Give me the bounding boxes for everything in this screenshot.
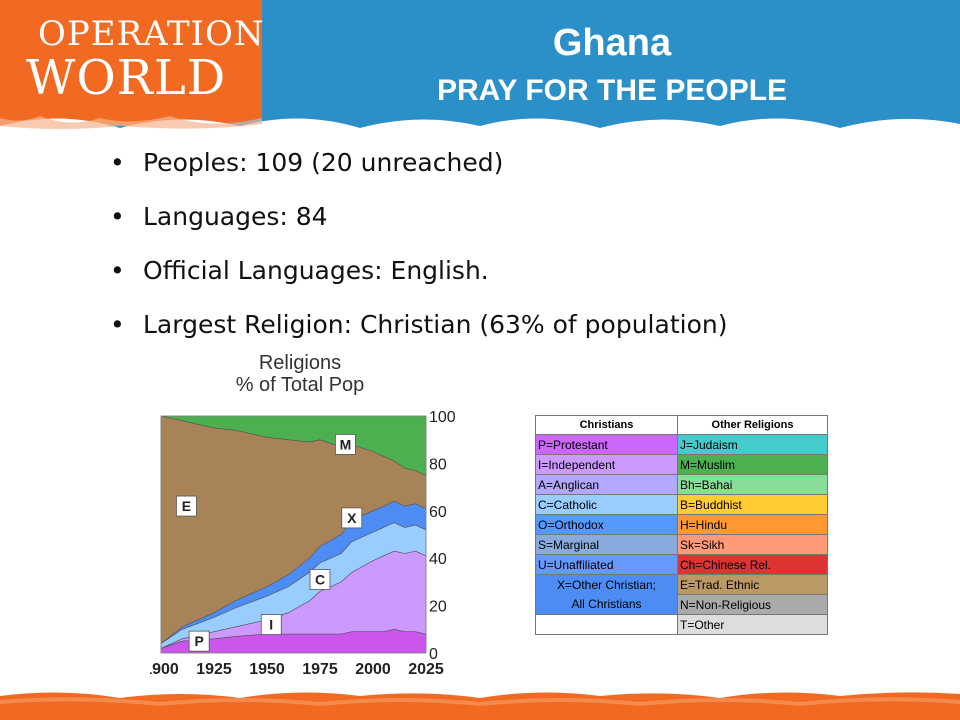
header-banner: OPERATION WORLD Ghana PRAY FOR THE PEOPL… xyxy=(0,0,960,140)
footer-banner xyxy=(0,692,960,720)
legend-christian-cell xyxy=(535,614,678,635)
label-box-I xyxy=(260,614,282,635)
xtick-label: 1975 xyxy=(302,661,338,678)
legend-row: U=Unaffiliated Ch=Chinese Rel. xyxy=(535,554,828,575)
legend-other-cell: Sk=Sikh xyxy=(677,534,828,555)
legend-christian-cell: O=Orthodox xyxy=(535,514,678,535)
fact-peoples: Peoples: 109 (20 unreached) xyxy=(110,146,727,200)
label-box-C xyxy=(309,569,331,590)
fact-languages: Languages: 84 xyxy=(110,200,727,254)
religions-area-chart: Religions % of Total Pop M E X C I P 0 20 40 60 8… xyxy=(150,352,456,678)
legend-other-cell: Bh=Bahai xyxy=(677,474,828,495)
label-X: X xyxy=(347,510,357,526)
legend-other-cell: N=Non-Religious xyxy=(677,594,828,615)
header-background xyxy=(0,0,960,140)
label-E: E xyxy=(182,498,191,514)
label-box-X xyxy=(341,507,363,529)
ytick-label: 60 xyxy=(429,504,447,521)
xtick-label: 1900 xyxy=(150,661,179,678)
legend-christian-cell: C=Catholic xyxy=(535,494,678,515)
ytick-label: 20 xyxy=(429,599,447,616)
label-P: P xyxy=(194,633,203,649)
legend-other-cell: M=Muslim xyxy=(677,454,828,475)
chart-x-axis: 1900 1925 1950 1975 2000 2025 xyxy=(150,661,444,678)
legend-row: X=Other Christian; E=Trad. Ethnic xyxy=(535,574,828,595)
legend-row: All Christians N=Non-Religious xyxy=(535,594,828,615)
chart-areas xyxy=(160,415,427,654)
legend-other-cell: Ch=Chinese Rel. xyxy=(677,554,828,575)
legend-christian-cell: S=Marginal xyxy=(535,534,678,555)
facts-list: Peoples: 109 (20 unreached) Languages: 8… xyxy=(110,146,727,362)
page-subtitle: PRAY FOR THE PEOPLE xyxy=(436,74,788,107)
xtick-label: 2025 xyxy=(408,661,444,678)
legend-christian-cell: A=Anglican xyxy=(535,474,678,495)
label-box-E xyxy=(176,495,197,517)
religion-legend-table: Christians Other Religions P=Protestant J… xyxy=(535,415,828,635)
legend-christian-cell: X=Other Christian; xyxy=(535,574,678,595)
fact-official-languages: Official Languages: English. xyxy=(110,254,727,308)
legend-other-cell: H=Hindu xyxy=(677,514,828,535)
legend-header-other: Other Religions xyxy=(677,415,828,435)
legend-christian-cell: I=Independent xyxy=(535,454,678,475)
ytick-label: 0 xyxy=(429,646,438,663)
ytick-label: 100 xyxy=(429,409,456,426)
legend-row: O=Orthodox H=Hindu xyxy=(535,514,828,535)
legend-christian-cell: P=Protestant xyxy=(535,434,678,455)
chart-series-labels: M E X C I P xyxy=(176,434,363,652)
plot-frame xyxy=(160,415,427,654)
label-M: M xyxy=(340,436,352,452)
xtick-label: 2000 xyxy=(355,661,391,678)
fact-largest-religion: Largest Religion: Christian (63% of popu… xyxy=(110,308,727,362)
label-C: C xyxy=(315,572,325,588)
legend-other-cell: B=Buddhist xyxy=(677,494,828,515)
legend-header-christians: Christians xyxy=(535,415,678,435)
xtick-label: 1950 xyxy=(249,661,285,678)
ytick-label: 40 xyxy=(429,551,447,568)
legend-row: A=Anglican Bh=Bahai xyxy=(535,474,828,495)
ytick-label: 80 xyxy=(429,456,447,473)
legend-row: C=Catholic B=Buddhist xyxy=(535,494,828,515)
legend-christian-cell: All Christians xyxy=(535,594,678,615)
legend-row: I=Independent M=Muslim xyxy=(535,454,828,475)
legend-row: S=Marginal Sk=Sikh xyxy=(535,534,828,555)
xtick-label: 1925 xyxy=(196,661,232,678)
legend-christian-cell: U=Unaffiliated xyxy=(535,554,678,575)
legend-other-cell: J=Judaism xyxy=(677,434,828,455)
legend-other-cell: E=Trad. Ethnic xyxy=(677,574,828,595)
page-title: Ghana xyxy=(552,22,672,64)
label-I: I xyxy=(269,617,273,633)
logo-world: WORLD xyxy=(26,50,227,106)
legend-row: T=Other xyxy=(535,614,828,635)
chart-title: Religions xyxy=(259,352,341,374)
chart-subtitle: % of Total Pop xyxy=(236,374,365,396)
label-box-M xyxy=(335,434,356,455)
chart-y-axis: 0 20 40 60 80 100 xyxy=(429,409,456,663)
legend-row: P=Protestant J=Judaism xyxy=(535,434,828,455)
label-box-P xyxy=(188,630,210,652)
logo-operation: OPERATION xyxy=(38,14,265,54)
legend-other-cell: T=Other xyxy=(677,614,828,635)
